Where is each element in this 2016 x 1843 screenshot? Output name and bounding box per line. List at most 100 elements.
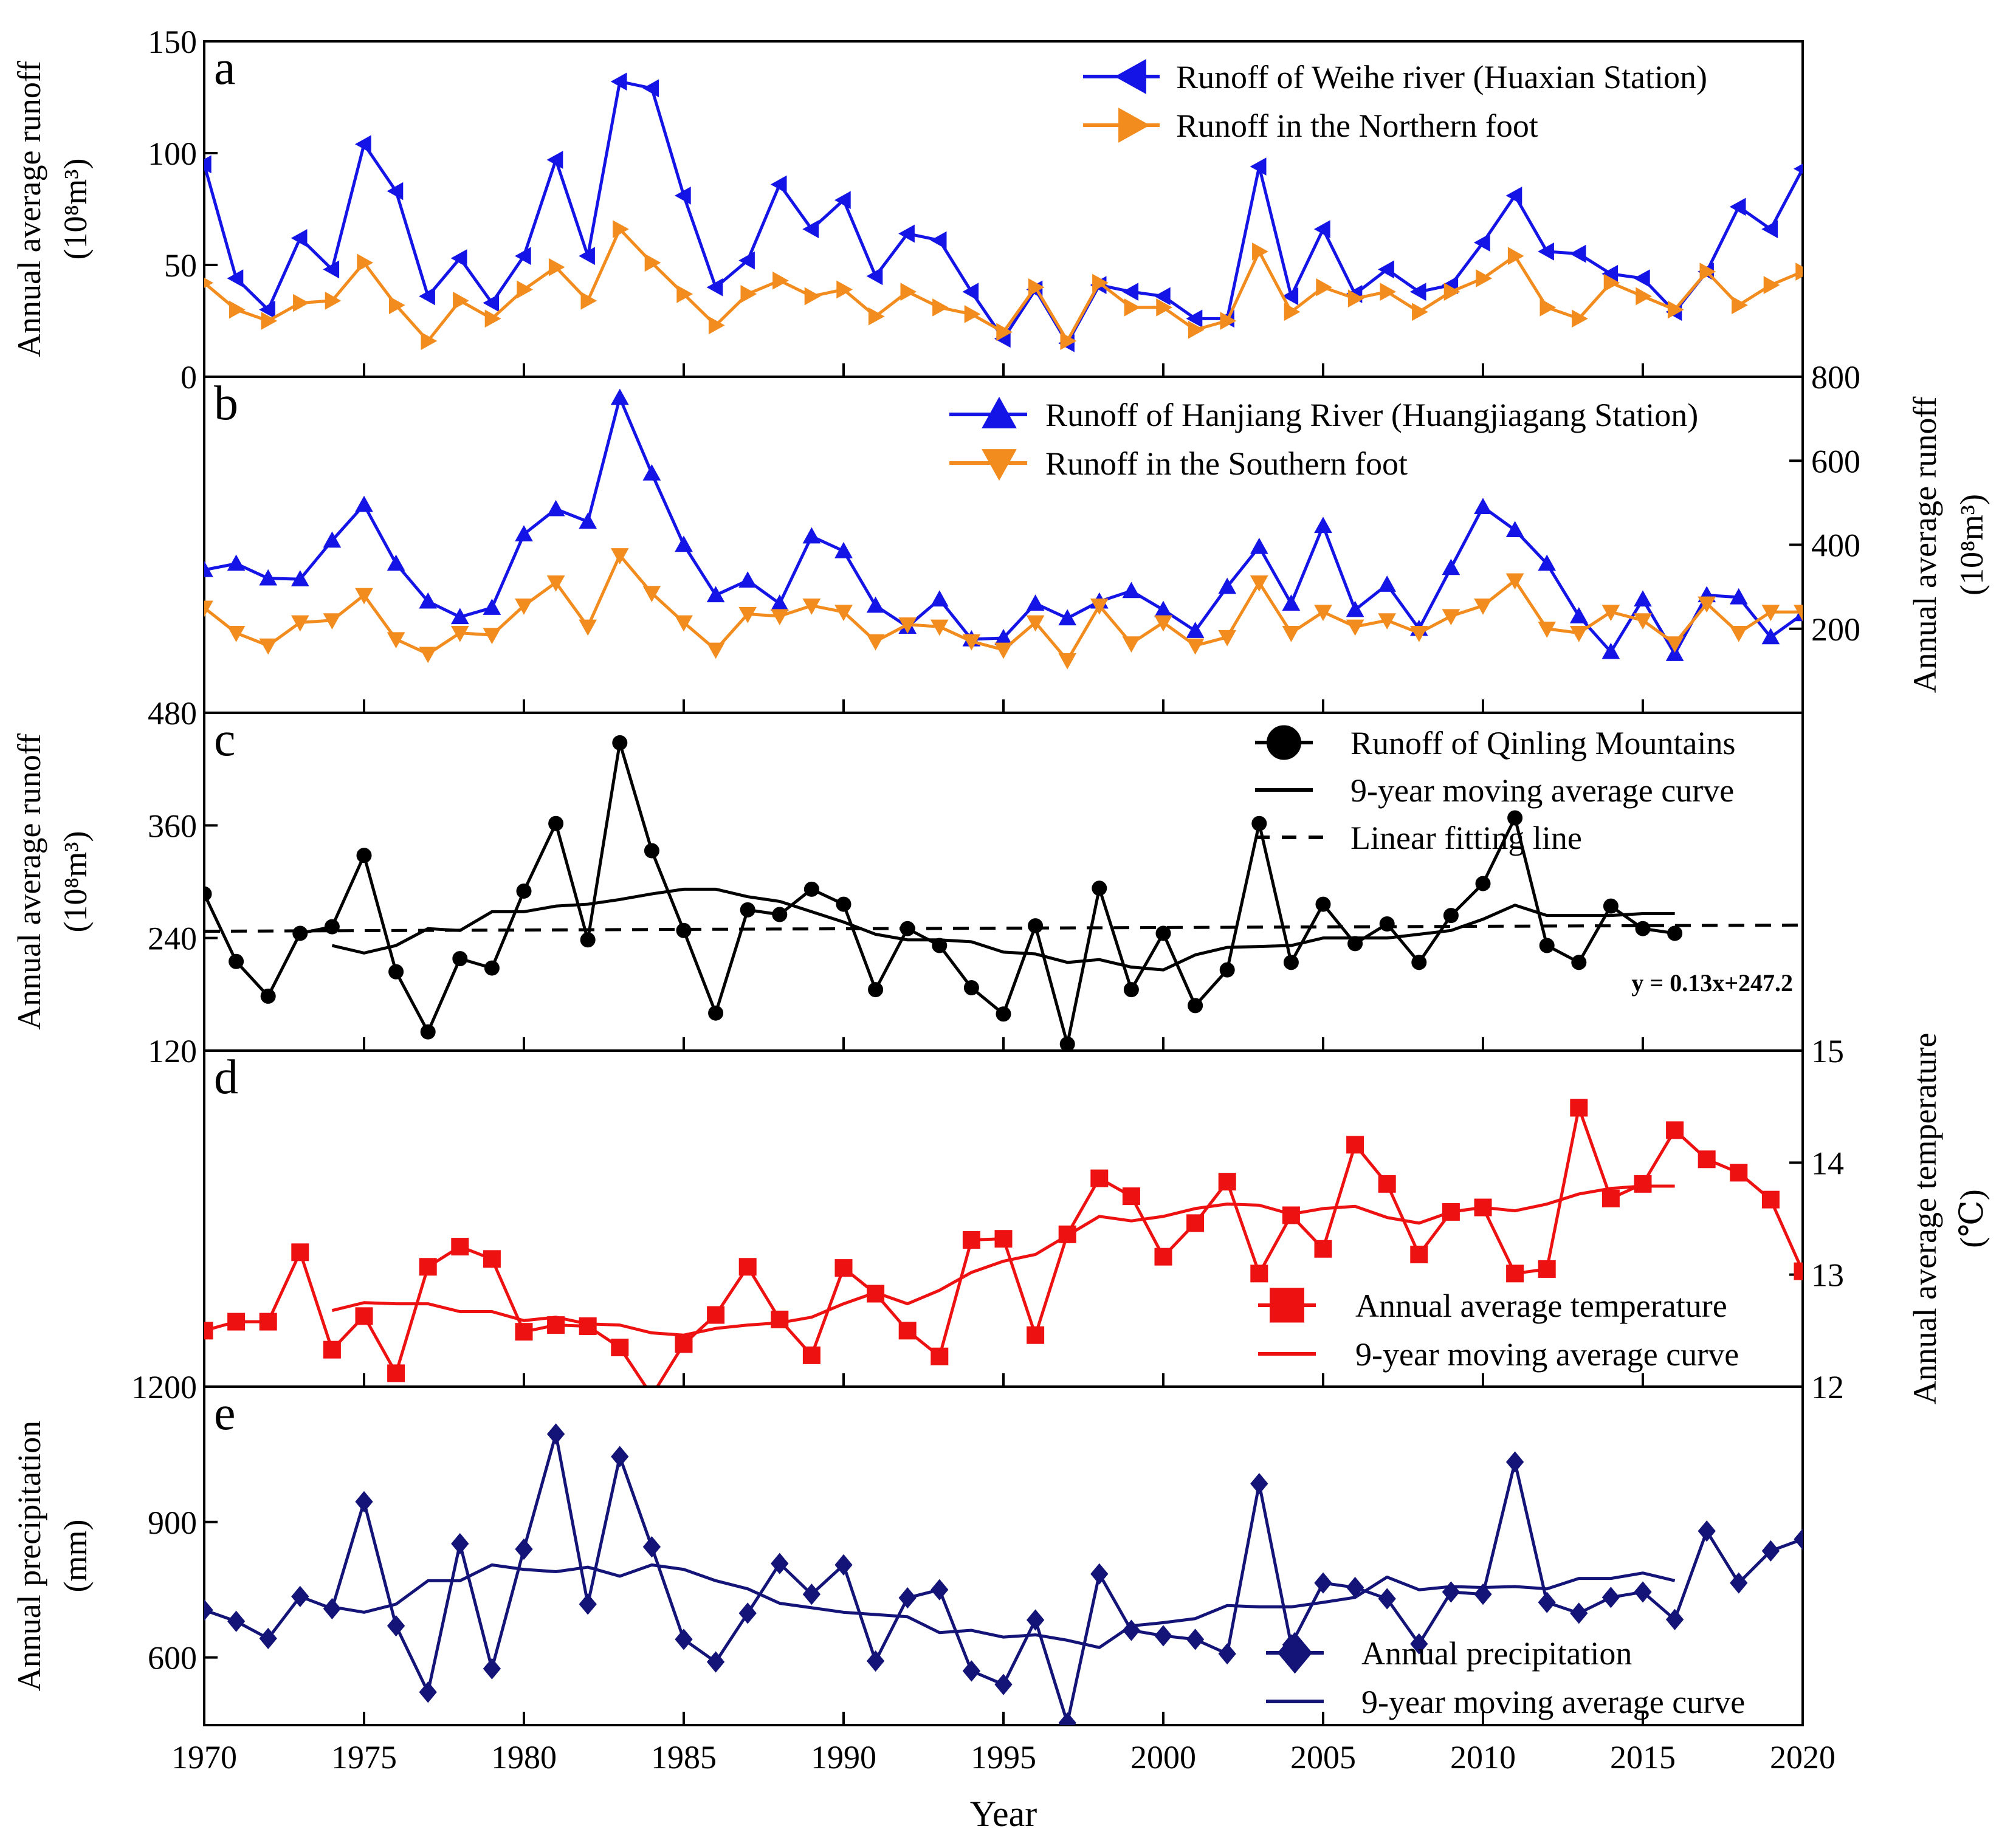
data-point [204, 155, 212, 174]
data-point [546, 499, 565, 517]
y-axis-title: (mm) [57, 1520, 94, 1593]
data-point [419, 287, 435, 306]
data-point [261, 312, 278, 330]
y-tick-label: 800 [1811, 359, 1860, 396]
data-point [738, 606, 757, 623]
data-point [962, 1231, 980, 1249]
data-point [1058, 1712, 1076, 1725]
y-tick-label: 100 [148, 136, 197, 172]
data-point [996, 1006, 1011, 1022]
data-point [1250, 575, 1268, 592]
data-point [1572, 309, 1588, 328]
data-point [1443, 908, 1459, 924]
data-point [579, 512, 597, 529]
data-point [388, 296, 405, 315]
data-point [419, 1681, 437, 1703]
panel-d-plot [204, 1099, 1803, 1387]
data-point [675, 1628, 693, 1650]
data-point [1763, 0, 1778, 7]
panel-c: 120 240 360 480 Annual average runoff (10⁸m³)… [11, 0, 1804, 1069]
data-point [610, 388, 629, 405]
data-point [1794, 605, 1803, 622]
series-line [204, 80, 1803, 345]
data-point [1090, 1563, 1109, 1585]
x-tick-label: 1995 [971, 1739, 1036, 1776]
data-point [930, 231, 947, 250]
data-point [451, 1532, 469, 1555]
data-point [1379, 916, 1395, 932]
legend-label: 9-year moving average curve [1361, 1684, 1745, 1720]
data-point [421, 332, 438, 350]
data-point [1219, 962, 1235, 978]
panel-letter: b [214, 377, 238, 430]
legend-label: Runoff of Hanjiang River (Huangjiagang S… [1045, 397, 1698, 433]
y-tick-label: 15 [1811, 1033, 1844, 1069]
data-point [1316, 278, 1333, 297]
data-point [1410, 1245, 1428, 1263]
legend-label: 9-year moving average curve [1350, 772, 1734, 809]
data-point [259, 1627, 277, 1649]
data-point [515, 599, 533, 615]
data-point [1729, 588, 1748, 605]
data-point [451, 1238, 469, 1256]
data-point [675, 1335, 693, 1353]
data-point [204, 600, 213, 617]
data-point [834, 605, 853, 622]
data-point [900, 283, 917, 301]
data-point [738, 1602, 757, 1624]
data-point [1601, 1587, 1620, 1608]
data-point [291, 228, 308, 247]
data-point [227, 1313, 246, 1331]
data-point [204, 278, 214, 288]
data-point [898, 617, 917, 634]
data-point [1186, 622, 1205, 638]
data-point [483, 1250, 501, 1268]
x-tick-label: 2005 [1290, 1739, 1356, 1776]
data-point [1665, 645, 1684, 661]
data-point [1378, 575, 1397, 592]
data-point [1252, 242, 1268, 261]
data-point [517, 280, 534, 299]
data-point [642, 1536, 661, 1558]
data-point [1730, 1164, 1748, 1182]
data-point [293, 293, 309, 312]
series-line [204, 396, 1803, 656]
data-point [1732, 296, 1748, 315]
data-point [1634, 613, 1652, 630]
data-point [1569, 606, 1588, 623]
data-point [1506, 1265, 1524, 1283]
data-point [836, 896, 851, 912]
data-point [708, 1005, 724, 1021]
data-point [1538, 1260, 1556, 1278]
data-point [610, 548, 629, 565]
data-point [1442, 558, 1460, 575]
data-point [204, 1322, 213, 1340]
data-point [931, 1347, 949, 1365]
data-point [355, 495, 373, 512]
data-point [1443, 283, 1460, 301]
data-point [227, 625, 246, 642]
data-point [1601, 1189, 1620, 1207]
data-point [1059, 1036, 1075, 1051]
y-tick-label: 50 [164, 247, 197, 284]
data-point [1636, 287, 1653, 306]
data-point [227, 1610, 246, 1632]
data-point [675, 535, 693, 552]
data-point [324, 919, 340, 935]
data-point [836, 280, 853, 299]
data-point [227, 269, 244, 287]
x-tick-label: 1975 [331, 1739, 397, 1776]
data-point [387, 554, 405, 571]
legend-label: Linear fitting line [1350, 820, 1582, 856]
data-point [1698, 596, 1716, 613]
legend-label: Annual precipitation [1361, 1635, 1632, 1672]
y-tick-label: 480 [148, 695, 197, 732]
data-point [387, 1364, 405, 1382]
panel-letter: c [214, 713, 236, 766]
data-point [1186, 638, 1205, 655]
legend-label: Runoff of Qinling Mountains [1350, 725, 1736, 761]
data-point [1250, 157, 1267, 176]
data-point [962, 1660, 981, 1682]
legend-d: Annual average temperature 9-year moving … [1258, 1288, 1739, 1373]
data-point [803, 881, 819, 897]
